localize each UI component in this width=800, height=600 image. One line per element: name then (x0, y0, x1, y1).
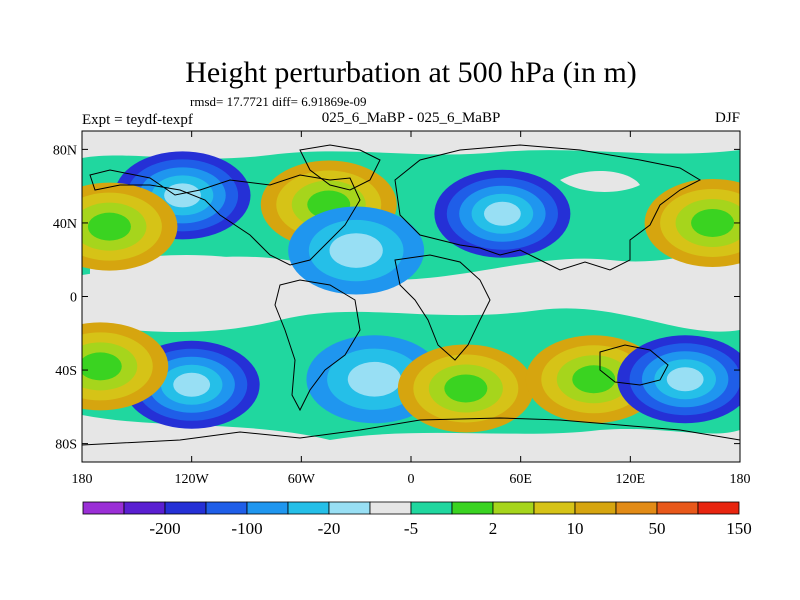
x-tick-label: 60E (509, 472, 532, 487)
x-tick-labels: 180 120W 60W 0 60E 120E 180 (72, 472, 751, 487)
y-tick-labels: 80N 40N 0 40S 80S (53, 143, 77, 452)
colorbar-tick-label: -20 (318, 519, 341, 538)
neutral-patch-arctic (560, 170, 640, 192)
feature-australia-low (617, 335, 740, 424)
feature-band (666, 367, 704, 392)
colorbar-tick-label: 2 (489, 519, 498, 538)
colorbar-swatch (615, 501, 658, 515)
colorbar-tick-label: 150 (726, 519, 752, 538)
neutral-band-south (82, 415, 740, 462)
south-america-outline (274, 279, 361, 412)
neutral-band-tropics (82, 250, 740, 332)
feature-band (164, 183, 201, 208)
x-tick-label: 120W (175, 472, 210, 487)
colorbar-swatch (410, 501, 453, 515)
colorbar-tick-label: -200 (149, 519, 180, 538)
australia-outline (599, 344, 669, 386)
colorbar-swatch (287, 501, 330, 515)
colorbar (82, 501, 740, 515)
contour-features (82, 151, 740, 433)
colorbar-swatch (246, 501, 289, 515)
colorbar-labels: -200 -100 -20 -5 2 10 50 150 (149, 519, 751, 538)
y-tick-label: 40N (53, 217, 77, 232)
colorbar-swatch (369, 501, 412, 515)
colorbar-swatch (656, 501, 699, 515)
colorbar-swatch (328, 501, 371, 515)
feature-south-west-pacific-high (82, 322, 169, 411)
greenland-outline (299, 144, 381, 191)
feature-band (347, 361, 402, 397)
colorbar-swatch (451, 501, 494, 515)
eurasia-outline (394, 144, 702, 271)
feature-band (87, 212, 131, 241)
neutral-band-north (82, 131, 740, 159)
x-tick-label: 0 (408, 472, 415, 487)
feature-band (483, 201, 521, 226)
colorbar-swatch (123, 501, 166, 515)
feature-eurasia-low (434, 169, 571, 258)
feature-band (82, 352, 122, 381)
colorbar-swatch (492, 501, 535, 515)
feature-band (173, 372, 211, 397)
feature-caribbean-low (288, 206, 425, 295)
experiment-label: Expt = teydf-texpf (82, 112, 193, 128)
season-label: DJF (715, 110, 740, 126)
colorbar-tick-label: -5 (404, 519, 418, 538)
y-tick-label: 80S (55, 438, 77, 453)
colorbar-swatch (574, 501, 617, 515)
colorbar-tick-label: 50 (649, 519, 666, 538)
x-tick-label: 180 (72, 472, 93, 487)
x-tick-label: 180 (730, 472, 751, 487)
colorbar-swatch (164, 501, 207, 515)
x-tick-label: 60W (288, 472, 316, 487)
colorbar-swatch (533, 501, 576, 515)
africa-outline (394, 254, 491, 361)
colorbar-swatch (205, 501, 248, 515)
colorbar-swatch (697, 501, 740, 515)
map-plot-area: 180 120W 60W 0 60E 120E 180 80N 40N 0 40S 80S (53, 130, 751, 487)
colorbar-tick-label: -100 (231, 519, 262, 538)
y-tick-label: 0 (70, 291, 77, 306)
feature-band (572, 365, 616, 394)
colorbar-swatch (82, 501, 125, 515)
feature-east-asia-high (644, 178, 740, 267)
x-tick-label: 120E (616, 472, 646, 487)
colorbar-tick-label: 10 (567, 519, 584, 538)
contour-field (82, 131, 740, 462)
y-tick-label: 40S (55, 364, 77, 379)
antarctica-outline (82, 417, 740, 446)
chart-title: Height perturbation at 500 hPa (in m) (185, 56, 637, 89)
axis-ticks (81, 131, 741, 462)
feature-band (444, 374, 488, 403)
feature-band (329, 233, 383, 268)
y-tick-label: 80N (53, 143, 77, 158)
case-label: 025_6_MaBP - 025_6_MaBP (322, 110, 501, 126)
feature-pacific-high-west (82, 182, 178, 271)
stats-label: rmsd= 17.7721 diff= 6.91869e-09 (190, 94, 367, 109)
feature-band (691, 208, 735, 237)
north-america-outline (89, 169, 361, 266)
continent-outlines (82, 144, 740, 446)
feature-south-africa-high (397, 344, 534, 433)
